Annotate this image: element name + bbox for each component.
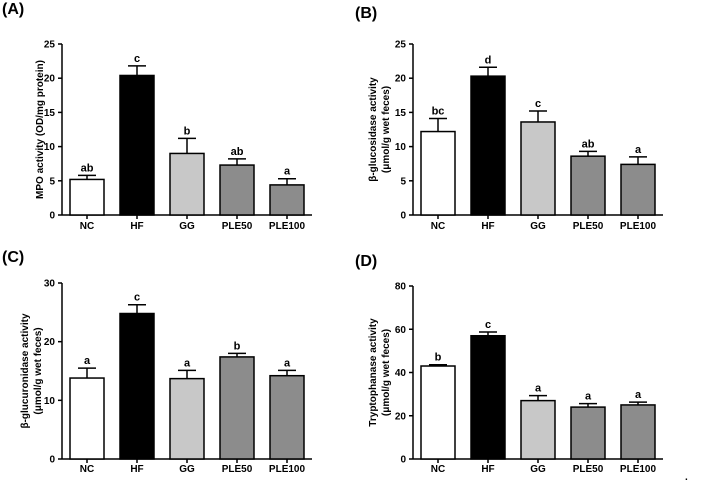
x-tick-label: PLE50 xyxy=(573,221,604,232)
x-tick-label: NC xyxy=(431,221,445,232)
significance-label: c xyxy=(535,98,541,110)
significance-label: ab xyxy=(231,146,244,158)
y-tick-label: 0 xyxy=(49,455,55,466)
significance-label: a xyxy=(284,166,291,178)
y-axis-title: (μmol/g wet feces) xyxy=(381,86,392,173)
significance-label: c xyxy=(485,319,491,331)
x-tick-label: HF xyxy=(130,464,143,475)
significance-label: b xyxy=(435,352,442,364)
significance-label: d xyxy=(485,54,492,66)
y-tick-label: 20 xyxy=(44,74,56,85)
x-tick-label: PLE50 xyxy=(222,464,253,475)
bar-nc xyxy=(420,130,456,216)
y-tick-label: 40 xyxy=(395,368,407,379)
x-tick-label: NC xyxy=(431,464,445,475)
y-tick-label: 80 xyxy=(395,282,407,293)
bar-nc xyxy=(69,377,105,460)
y-tick-label: 0 xyxy=(400,211,406,222)
bar-hf xyxy=(470,334,506,460)
significance-label: ab xyxy=(582,138,595,150)
significance-label: c xyxy=(134,53,140,65)
bar-ple50 xyxy=(570,406,606,460)
y-tick-label: 0 xyxy=(49,211,55,222)
bar-gg xyxy=(169,152,205,216)
significance-label: c xyxy=(134,292,140,304)
bar-gg xyxy=(520,121,556,216)
y-tick-label: 25 xyxy=(44,40,56,51)
y-tick-label: 0 xyxy=(400,455,406,466)
bar-gg xyxy=(520,399,556,460)
significance-label: a xyxy=(635,144,642,156)
y-tick-label: 5 xyxy=(400,176,406,187)
x-tick-label: NC xyxy=(80,221,94,232)
y-tick-label: 60 xyxy=(395,325,407,336)
bar-gg xyxy=(169,377,205,460)
x-tick-label: GG xyxy=(530,464,546,475)
significance-label: a xyxy=(535,383,542,395)
y-axis-title: (μmol/g wet feces) xyxy=(33,327,44,414)
bar-hf xyxy=(119,312,155,460)
significance-label: a xyxy=(84,355,91,367)
bar-ple50 xyxy=(219,164,255,216)
x-tick-label: HF xyxy=(481,221,494,232)
x-tick-label: GG xyxy=(530,221,546,232)
bar-ple100 xyxy=(620,404,656,460)
chart-panel-4: (D) Tryptophanase activity (μmol/g wet fec… xyxy=(355,253,663,475)
panel-label: (A) xyxy=(2,1,24,18)
x-tick-label: HF xyxy=(130,221,143,232)
bar-ple50 xyxy=(219,356,255,460)
y-tick-label: 30 xyxy=(44,279,56,290)
y-tick-label: 15 xyxy=(395,108,407,119)
x-tick-label: GG xyxy=(179,221,195,232)
y-axis-title: β-glucosidase activity xyxy=(368,77,379,182)
x-tick-label: GG xyxy=(179,464,195,475)
y-tick-label: 20 xyxy=(395,74,407,85)
y-tick-label: 20 xyxy=(44,337,56,348)
significance-label: b xyxy=(184,125,191,137)
y-tick-label: 10 xyxy=(44,396,56,407)
y-axis-title: Tryptophanase activity xyxy=(368,318,379,427)
y-tick-label: 15 xyxy=(44,108,56,119)
x-tick-label: PLE100 xyxy=(620,221,657,232)
bar-hf xyxy=(470,75,506,216)
bar-hf xyxy=(119,74,155,216)
y-tick-label: 20 xyxy=(395,411,407,422)
bar-ple100 xyxy=(269,184,305,216)
bar-ple50 xyxy=(570,155,606,216)
chart-panel-1: (A) MPO activity (OD/mg protein) 0 5 10 15 20 2… xyxy=(2,1,312,232)
bar-ple100 xyxy=(269,374,305,460)
y-axis-title: β-glucuronidase activity xyxy=(20,313,31,428)
x-tick-label: PLE50 xyxy=(573,464,604,475)
chart-panel-3: (C) β-glucuronidase activity (μmol/g wet f… xyxy=(2,249,312,475)
x-tick-label: NC xyxy=(80,464,94,475)
y-tick-label: 5 xyxy=(49,176,55,187)
significance-label: a xyxy=(635,389,642,401)
y-tick-label: 10 xyxy=(395,142,407,153)
y-axis-title: MPO activity (OD/mg protein) xyxy=(35,60,46,199)
panel-label: (D) xyxy=(355,253,377,270)
y-axis-title: (μmol/g wet feces) xyxy=(381,329,392,416)
x-tick-label: PLE100 xyxy=(269,221,306,232)
panels: (A) MPO activity (OD/mg protein) 0 5 10 15 20 2… xyxy=(2,1,663,475)
significance-label: a xyxy=(284,357,291,369)
x-tick-label: PLE50 xyxy=(222,221,253,232)
bar-nc xyxy=(420,365,456,460)
significance-label: bc xyxy=(432,106,445,118)
significance-label: a xyxy=(184,357,191,369)
x-tick-label: PLE100 xyxy=(620,464,657,475)
bar-ple100 xyxy=(620,163,656,216)
y-tick-label: 10 xyxy=(44,142,56,153)
y-tick-label: 25 xyxy=(395,40,407,51)
significance-label: a xyxy=(585,391,592,403)
bar-nc xyxy=(69,178,105,216)
x-tick-label: PLE100 xyxy=(269,464,306,475)
significance-label: ab xyxy=(81,162,94,174)
chart-panel-2: (B) β-glucosidase activity (μmol/g wet fec… xyxy=(355,5,663,232)
panel-label: (B) xyxy=(355,5,377,22)
panel-label: (C) xyxy=(2,249,24,266)
trailing-dot: . xyxy=(685,472,688,483)
significance-label: b xyxy=(234,340,241,352)
x-tick-label: HF xyxy=(481,464,494,475)
